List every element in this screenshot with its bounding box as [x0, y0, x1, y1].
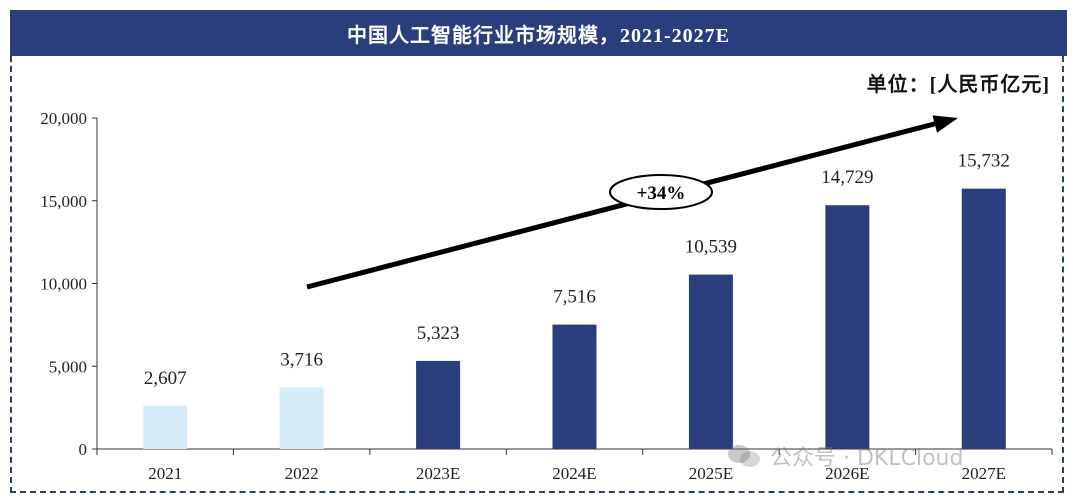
data-label: 2,607: [144, 368, 187, 389]
growth-arrow-line: [306, 120, 939, 290]
bar: [552, 324, 597, 449]
x-tick-label: 2021: [148, 464, 182, 483]
growth-badge: [609, 174, 713, 210]
chart-frame: [10, 56, 1064, 493]
x-tick-label: 2027E: [962, 464, 1006, 483]
y-tick-label: 0: [79, 440, 88, 459]
unit-label: 单位：[人民币亿元]: [866, 74, 1050, 96]
y-tick-label: 5,000: [49, 357, 87, 376]
data-label: 10,539: [685, 237, 737, 258]
growth-arrow-head: [932, 115, 958, 133]
growth-label: +34%: [637, 183, 686, 204]
x-tick-label: 2026E: [825, 464, 869, 483]
x-tick-label: 2025E: [689, 464, 733, 483]
y-tick-label: 10,000: [40, 275, 87, 294]
data-label: 3,716: [280, 350, 323, 371]
x-tick-label: 2024E: [552, 464, 596, 483]
bar: [416, 360, 461, 449]
watermark: 公众号 · DKLCloud: [728, 440, 963, 472]
data-label: 5,323: [417, 323, 460, 344]
x-tick-label: 2023E: [416, 464, 460, 483]
bar: [279, 387, 324, 449]
y-tick-label: 20,000: [40, 109, 87, 128]
watermark-text: 公众号 · DKLCloud: [770, 446, 964, 471]
bar: [961, 188, 1006, 449]
chart-title-bar: 中国人工智能行业市场规模，2021-2027E: [10, 10, 1067, 56]
x-tick-label: 2022: [285, 464, 319, 483]
bar: [825, 205, 870, 449]
bar: [143, 405, 188, 449]
data-label: 15,732: [958, 151, 1010, 172]
y-tick-label: 15,000: [40, 192, 87, 211]
wechat-icon: [728, 443, 762, 469]
chart-title: 中国人工智能行业市场规模，2021-2027E: [347, 24, 730, 47]
data-label: 7,516: [553, 287, 596, 308]
data-label: 14,729: [821, 167, 873, 188]
bar: [688, 274, 733, 449]
